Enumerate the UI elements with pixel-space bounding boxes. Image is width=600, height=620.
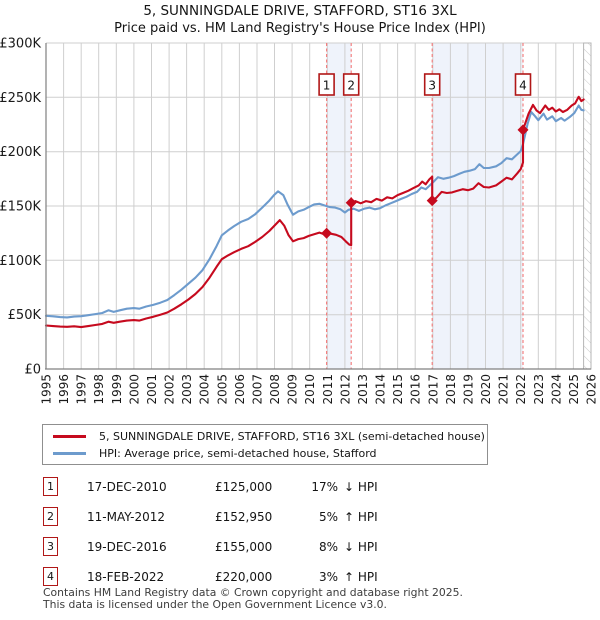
legend-label-hpi: HPI: Average price, semi-detached house,… [99, 446, 377, 460]
x-axis-tick-label: 2011 [321, 374, 335, 405]
x-axis-tick-label: 2004 [198, 374, 212, 405]
x-axis-tick-label: 2014 [374, 374, 388, 405]
sale-hpi-delta-direction: ↓ HPI [344, 540, 378, 554]
sale-price: £152,950 [215, 510, 273, 524]
sale-hpi-delta-pct: 3% [318, 570, 338, 584]
sale-flag-number: 4 [519, 79, 527, 93]
sale-date: 17-DEC-2010 [87, 480, 167, 494]
sale-hpi-delta-direction: ↓ HPI [344, 480, 378, 494]
x-axis-tick-label: 2017 [426, 374, 440, 405]
sale-hpi-delta-pct: 17% [311, 480, 338, 494]
x-axis-tick-label: 1995 [40, 374, 54, 405]
x-axis-tick-label: 2024 [549, 374, 563, 405]
sale-price: £125,000 [215, 480, 273, 494]
sale-flag-number: 2 [347, 79, 355, 93]
y-axis-tick-label: £0 [24, 363, 41, 378]
sale-marker-diamond [426, 195, 438, 207]
sale-hpi-delta-direction: ↑ HPI [344, 510, 378, 524]
sale-date: 11-MAY-2012 [87, 510, 166, 524]
sale-hpi-delta-pct: 5% [318, 510, 338, 524]
sale-flag-box [342, 73, 360, 96]
sale-number-badge: 2 [43, 507, 58, 526]
x-axis-tick-label: 2010 [303, 374, 317, 405]
page-subtitle: Price paid vs. HM Land Registry's House … [114, 21, 486, 36]
x-axis-tick-label: 2022 [514, 374, 528, 405]
sale-marker-diamond [517, 124, 529, 136]
future-hatch-region [583, 42, 592, 370]
sale-date: 18-FEB-2022 [87, 570, 165, 584]
property-line-swatch [53, 434, 86, 438]
sale-flag-box [318, 73, 335, 96]
chart-legend: 5, SUNNINGDALE DRIVE, STAFFORD, ST16 3XL… [42, 424, 488, 465]
sale-price: £220,000 [215, 570, 273, 584]
transaction-row-4: 4 18-FEB-2022 £220,000 3% ↑ HPI [43, 567, 583, 587]
y-axis-tick-label: £150K [0, 200, 41, 215]
x-axis-tick-label: 2003 [180, 374, 194, 405]
sale-date: 19-DEC-2016 [87, 540, 167, 554]
x-axis-tick-label: 2000 [127, 374, 141, 405]
x-axis-tick-label: 2005 [215, 374, 229, 405]
sale-flag-box [423, 73, 441, 96]
y-axis-tick-label: £50K [8, 308, 42, 323]
sale-hpi-delta-pct: 8% [318, 540, 338, 554]
copyright-line: Contains HM Land Registry data © Crown c… [43, 586, 463, 599]
x-axis-tick-label: 1996 [57, 374, 71, 405]
transaction-row-1: 1 17-DEC-2010 £125,000 17% ↓ HPI [43, 477, 583, 497]
x-axis-tick-label: 2006 [233, 374, 247, 405]
x-axis-tick-label: 2002 [163, 374, 177, 405]
x-axis-tick-label: 2001 [145, 374, 159, 405]
legend-item-hpi: HPI: Average price, semi-detached house,… [43, 445, 483, 461]
x-axis-tick-label: 2025 [567, 374, 581, 405]
y-axis-tick-label: £100K [0, 254, 41, 269]
x-axis-tick-label: 2012 [338, 374, 352, 405]
transaction-row-3: 3 19-DEC-2016 £155,000 8% ↓ HPI [43, 537, 583, 557]
x-axis-tick-label: 1998 [92, 374, 106, 405]
x-axis-tick-label: 2018 [444, 374, 458, 405]
x-axis-tick-label: 2020 [479, 374, 493, 405]
x-axis-tick-label: 2013 [356, 374, 370, 405]
x-axis-tick-label: 2016 [409, 374, 423, 405]
x-axis-tick-label: 2026 [585, 374, 599, 405]
sale-price: £155,000 [215, 540, 273, 554]
x-axis-tick-label: 1997 [75, 374, 89, 405]
x-axis-tick-label: 2009 [286, 374, 300, 405]
sale-marker-diamond [321, 227, 333, 239]
x-axis-tick-label: 2008 [268, 374, 282, 405]
licence-line: This data is licensed under the Open Gov… [43, 597, 387, 611]
sale-flag-number: 3 [428, 79, 436, 93]
x-axis-tick-label: 2023 [532, 374, 546, 405]
transaction-row-2: 2 11-MAY-2012 £152,950 5% ↑ HPI [43, 507, 583, 527]
hpi-line-swatch [53, 451, 86, 455]
x-axis-tick-label: 2007 [251, 374, 265, 405]
sale-marker-diamond [345, 197, 357, 209]
y-axis-tick-label: £250K [0, 91, 41, 106]
sale-number-badge: 4 [43, 567, 58, 586]
sale-hpi-delta-direction: ↑ HPI [344, 570, 378, 584]
sale-number-badge: 1 [43, 477, 58, 496]
legend-item-property: 5, SUNNINGDALE DRIVE, STAFFORD, ST16 3XL… [43, 428, 485, 444]
sale-flag-box [514, 73, 532, 96]
sale-number-badge: 3 [43, 537, 58, 556]
page-title: 5, SUNNINGDALE DRIVE, STAFFORD, ST16 3XL [143, 3, 457, 19]
y-axis-tick-label: £200K [0, 145, 41, 160]
x-axis-tick-label: 2019 [461, 374, 475, 405]
x-axis-tick-label: 1999 [110, 374, 124, 405]
sale-flag-number: 1 [323, 79, 331, 93]
y-axis-tick-label: £300K [0, 37, 41, 52]
x-axis-tick-label: 2015 [391, 374, 405, 405]
legend-label-property: 5, SUNNINGDALE DRIVE, STAFFORD, ST16 3XL… [99, 429, 485, 443]
x-axis-tick-label: 2021 [497, 374, 511, 405]
